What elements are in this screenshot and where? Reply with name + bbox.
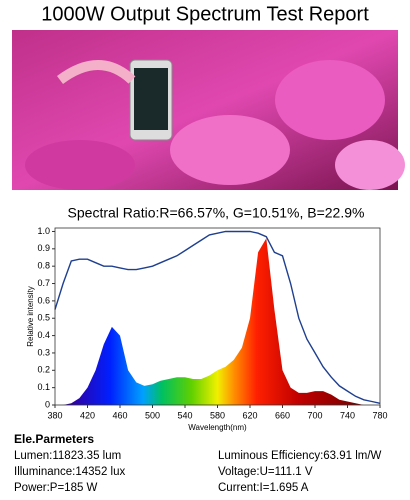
spectrum-area	[55, 238, 380, 405]
y-tick-label: 0.3	[37, 347, 50, 357]
y-tick-label: 0.4	[37, 330, 50, 340]
parameter: Luminous Efficiency:63.91 lm/W	[218, 450, 382, 462]
x-tick-label: 500	[145, 410, 160, 420]
parameter: Illuminance:14352 lux	[14, 466, 125, 478]
y-tick-label: 0.5	[37, 313, 50, 323]
y-tick-label: 0.2	[37, 365, 50, 375]
parameter: Power:P=185 W	[14, 482, 98, 494]
x-tick-label: 620	[242, 410, 257, 420]
chart: 0 0.1 0.2 0.3 0.4 0.5 0.6 0.7 0.8 0.9 1.0 380 420 460…	[26, 226, 387, 432]
x-axis-label: Wavelength(nm)	[188, 423, 247, 432]
x-tick-label: 460	[112, 410, 127, 420]
y-tick-label: 0.8	[37, 261, 50, 271]
efficiency-line	[54, 230, 381, 404]
photo	[12, 30, 405, 190]
x-tick-label: 420	[80, 410, 95, 420]
parameter: Current:I=1.695 A	[218, 482, 309, 494]
y-tick-label: 1.0	[37, 226, 50, 236]
x-tick-label: 380	[47, 410, 62, 420]
spectral-ratio: Spectral Ratio:R=66.57%, G=10.51%, B=22.…	[68, 205, 365, 221]
parameter: Voltage:U=111.1 V	[218, 466, 313, 478]
parameters-title: Ele.Parmeters	[14, 432, 94, 446]
y-axis-label: Relative intensity	[26, 286, 35, 346]
x-tick-label: 700	[307, 410, 322, 420]
y-tick-label: 0.9	[37, 243, 50, 253]
y-tick-label: 0.6	[37, 295, 50, 305]
parameters: Lumen:11823.35 lum Luminous Efficiency:63…	[14, 450, 382, 494]
x-tick-label: 660	[275, 410, 290, 420]
y-tick-label: 0.7	[37, 278, 50, 288]
parameter: Lumen:11823.35 lum	[14, 450, 121, 462]
x-tick-label: 580	[210, 410, 225, 420]
x-tick-label: 740	[340, 410, 355, 420]
y-tick-label: 0	[45, 399, 50, 409]
y-tick-label: 0.1	[37, 382, 50, 392]
x-tick-label: 780	[372, 410, 387, 420]
x-tick-label: 540	[177, 410, 192, 420]
title: 1000W Output Spectrum Test Report	[41, 3, 369, 25]
